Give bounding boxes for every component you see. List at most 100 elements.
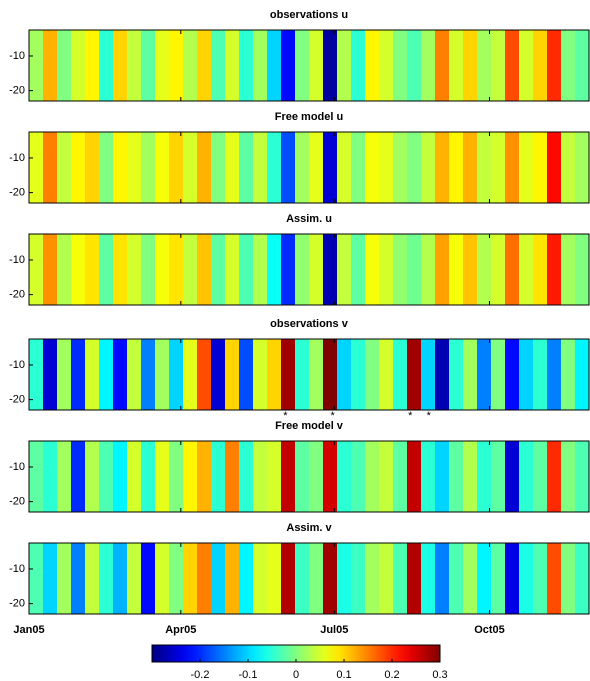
- heat-cell: [351, 543, 366, 614]
- heat-cell: [85, 543, 100, 614]
- heat-cell: [463, 132, 478, 203]
- heat-cell: [183, 30, 198, 101]
- y-tick-label: -10: [9, 254, 25, 266]
- heat-cell: [365, 132, 380, 203]
- heat-cell: [519, 30, 534, 101]
- heat-cell: [309, 30, 324, 101]
- heat-cell: [99, 543, 114, 614]
- heat-cell: [295, 339, 310, 410]
- heat-cell: [449, 234, 464, 305]
- heat-cell: [505, 441, 520, 512]
- heat-cell: [309, 339, 324, 410]
- heat-cell: [239, 441, 254, 512]
- heat-cell: [421, 30, 436, 101]
- heat-cell: [519, 441, 534, 512]
- heat-cell: [281, 234, 296, 305]
- y-tick-label: -20: [9, 289, 25, 301]
- heat-cell: [449, 132, 464, 203]
- heat-cell: [435, 132, 450, 203]
- heat-cell: [435, 234, 450, 305]
- heat-cell: [71, 543, 86, 614]
- heat-cell: [463, 234, 478, 305]
- heat-cell: [379, 234, 394, 305]
- heat-cell: [197, 543, 212, 614]
- colorbar-tick-label: 0: [293, 669, 299, 681]
- heat-cell: [211, 441, 226, 512]
- heat-cell: [407, 132, 422, 203]
- heat-cell: [169, 441, 184, 512]
- x-tick-label: Apr05: [165, 624, 196, 636]
- heat-cell: [421, 441, 436, 512]
- heat-cell: [435, 339, 450, 410]
- heat-cell: [435, 30, 450, 101]
- heat-cell: [169, 543, 184, 614]
- heat-cell: [379, 543, 394, 614]
- annotation: *: [330, 410, 335, 422]
- heat-cell: [295, 234, 310, 305]
- heat-cell: [43, 30, 58, 101]
- heat-cell: [57, 30, 72, 101]
- heat-cell: [141, 543, 156, 614]
- heat-cell: [197, 132, 212, 203]
- heat-cell: [43, 543, 58, 614]
- heat-cell: [281, 339, 296, 410]
- heat-cell: [351, 339, 366, 410]
- heat-cell: [113, 30, 128, 101]
- heat-cell: [99, 441, 114, 512]
- heat-cell: [463, 30, 478, 101]
- heat-cell: [575, 234, 590, 305]
- heat-cell: [57, 234, 72, 305]
- colorbar-tick-label: 0.2: [384, 669, 399, 681]
- colorbar-tick-label: -0.2: [191, 669, 210, 681]
- heat-cell: [519, 234, 534, 305]
- heat-cell: [323, 339, 338, 410]
- heat-cell: [519, 543, 534, 614]
- heat-cell: [183, 234, 198, 305]
- heat-cell: [561, 30, 576, 101]
- heat-cell: [575, 441, 590, 512]
- heat-cell: [295, 441, 310, 512]
- heat-cell: [505, 234, 520, 305]
- heat-cell: [407, 30, 422, 101]
- heat-cell: [169, 30, 184, 101]
- heat-cell: [155, 543, 170, 614]
- heat-cell: [29, 543, 44, 614]
- heat-cell: [351, 132, 366, 203]
- heat-cell: [99, 339, 114, 410]
- y-tick-label: -20: [9, 598, 25, 610]
- heat-cell: [491, 234, 506, 305]
- heat-cell: [491, 132, 506, 203]
- heat-cell: [393, 30, 408, 101]
- panel-title: Free model u: [275, 111, 343, 123]
- heat-cell: [71, 339, 86, 410]
- heat-cell: [323, 30, 338, 101]
- x-tick-label: Jan05: [13, 624, 44, 636]
- y-tick-label: -10: [9, 461, 25, 473]
- heat-cell: [421, 339, 436, 410]
- heat-cell: [141, 339, 156, 410]
- heat-cell: [449, 339, 464, 410]
- heat-cell: [183, 132, 198, 203]
- heat-cell: [281, 30, 296, 101]
- heat-cell: [547, 132, 562, 203]
- heat-cell: [29, 339, 44, 410]
- heat-cell: [267, 441, 282, 512]
- heat-cell: [365, 339, 380, 410]
- heat-cell: [253, 339, 268, 410]
- heat-cell: [127, 30, 142, 101]
- heat-cell: [197, 441, 212, 512]
- heat-cell: [155, 234, 170, 305]
- heat-cell: [561, 441, 576, 512]
- annotation: *: [283, 410, 288, 422]
- panel-frame: [28, 542, 590, 615]
- heat-cell: [281, 441, 296, 512]
- heat-cell: [309, 234, 324, 305]
- heat-cell: [43, 339, 58, 410]
- heat-cell: [309, 132, 324, 203]
- heat-cell: [239, 132, 254, 203]
- annotation: *: [408, 410, 413, 422]
- y-tick-label: -10: [9, 50, 25, 62]
- heat-cell: [99, 30, 114, 101]
- heat-cell: [211, 543, 226, 614]
